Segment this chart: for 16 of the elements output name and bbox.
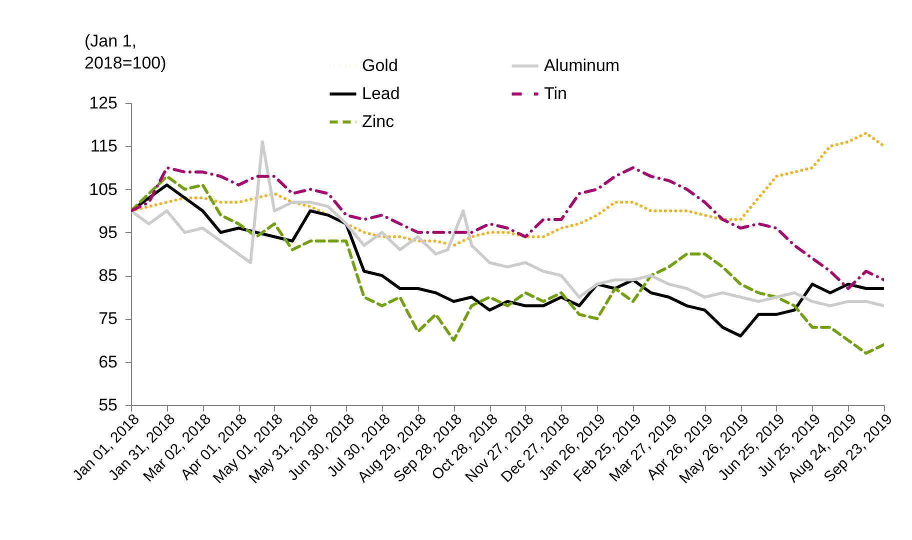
y-tick-label: 65 bbox=[98, 352, 118, 372]
y-axis-title: (Jan 1, 2018=100) bbox=[84, 32, 166, 72]
legend-label: Gold bbox=[362, 56, 398, 75]
legend-label: Aluminum bbox=[544, 56, 620, 75]
y-tick-label: 105 bbox=[89, 180, 118, 199]
y-tick-label: 85 bbox=[98, 266, 118, 286]
legend-label: Zinc bbox=[362, 112, 395, 131]
y-tick-label: 55 bbox=[98, 396, 118, 414]
y-tick-label: 125 bbox=[89, 94, 118, 112]
legend-label: Lead bbox=[362, 84, 400, 103]
line-series bbox=[131, 166, 884, 290]
y-tick-label: 95 bbox=[98, 222, 118, 242]
y-tick-label: 115 bbox=[90, 136, 118, 156]
line-series bbox=[131, 140, 884, 308]
legend-label: Tin bbox=[544, 84, 567, 103]
y-tick-label: 75 bbox=[98, 309, 118, 328]
